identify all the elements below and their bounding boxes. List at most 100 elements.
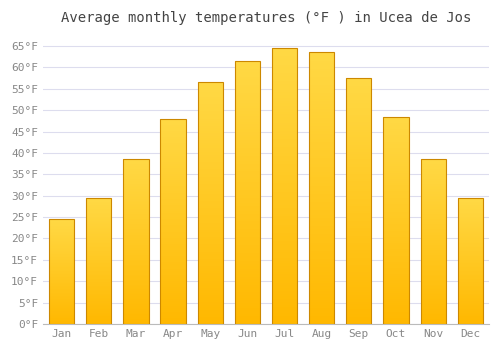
- Bar: [272, 156, 297, 159]
- Bar: [160, 314, 186, 316]
- Bar: [272, 233, 297, 236]
- Bar: [234, 266, 260, 269]
- Bar: [86, 209, 112, 210]
- Bar: [49, 282, 74, 283]
- Bar: [309, 172, 334, 175]
- Bar: [272, 228, 297, 230]
- Bar: [123, 164, 148, 166]
- Bar: [458, 204, 483, 205]
- Bar: [309, 79, 334, 82]
- Bar: [160, 176, 186, 178]
- Bar: [384, 312, 408, 314]
- Bar: [272, 255, 297, 258]
- Bar: [123, 286, 148, 288]
- Bar: [272, 205, 297, 208]
- Bar: [346, 181, 372, 184]
- Bar: [86, 265, 112, 266]
- Bar: [234, 187, 260, 190]
- Bar: [272, 222, 297, 225]
- Bar: [458, 258, 483, 260]
- Bar: [49, 308, 74, 309]
- Bar: [49, 274, 74, 275]
- Bar: [346, 226, 372, 228]
- Bar: [160, 268, 186, 271]
- Bar: [123, 243, 148, 245]
- Bar: [309, 145, 334, 147]
- Bar: [49, 271, 74, 272]
- Bar: [123, 258, 148, 260]
- Bar: [86, 203, 112, 204]
- Bar: [458, 319, 483, 320]
- Bar: [234, 308, 260, 311]
- Bar: [86, 243, 112, 245]
- Bar: [49, 322, 74, 323]
- Bar: [160, 152, 186, 154]
- Bar: [309, 128, 334, 131]
- Bar: [49, 300, 74, 301]
- Bar: [86, 242, 112, 243]
- Bar: [346, 312, 372, 314]
- Bar: [384, 146, 408, 148]
- Bar: [160, 205, 186, 207]
- Bar: [123, 192, 148, 194]
- Bar: [384, 307, 408, 309]
- Bar: [198, 271, 223, 273]
- Bar: [346, 167, 372, 169]
- Bar: [309, 234, 334, 237]
- Bar: [384, 314, 408, 316]
- Bar: [86, 202, 112, 203]
- Bar: [420, 245, 446, 247]
- Bar: [86, 305, 112, 306]
- Bar: [86, 295, 112, 296]
- Bar: [160, 119, 186, 121]
- Bar: [198, 194, 223, 196]
- Bar: [198, 198, 223, 201]
- Bar: [198, 215, 223, 218]
- Bar: [160, 248, 186, 250]
- Bar: [420, 260, 446, 261]
- Bar: [346, 85, 372, 88]
- Bar: [272, 70, 297, 73]
- Bar: [384, 249, 408, 251]
- Bar: [346, 78, 372, 80]
- Bar: [198, 254, 223, 256]
- Bar: [309, 159, 334, 161]
- Bar: [309, 297, 334, 300]
- Bar: [86, 223, 112, 224]
- Bar: [49, 252, 74, 253]
- Bar: [49, 251, 74, 252]
- Bar: [420, 204, 446, 205]
- Bar: [160, 316, 186, 318]
- Bar: [420, 268, 446, 270]
- Bar: [458, 226, 483, 227]
- Bar: [272, 244, 297, 247]
- Bar: [49, 288, 74, 289]
- Bar: [384, 170, 408, 173]
- Bar: [458, 315, 483, 316]
- Bar: [160, 256, 186, 258]
- Bar: [86, 231, 112, 232]
- Bar: [123, 227, 148, 229]
- Bar: [86, 241, 112, 242]
- Bar: [272, 48, 297, 51]
- Bar: [123, 215, 148, 217]
- Bar: [198, 97, 223, 99]
- Bar: [346, 93, 372, 95]
- Bar: [234, 290, 260, 293]
- Bar: [198, 150, 223, 153]
- Bar: [384, 301, 408, 303]
- Bar: [346, 132, 372, 135]
- Bar: [86, 250, 112, 251]
- Bar: [160, 193, 186, 195]
- Bar: [123, 201, 148, 202]
- Bar: [86, 290, 112, 291]
- Bar: [384, 237, 408, 239]
- Bar: [458, 312, 483, 313]
- Bar: [123, 204, 148, 205]
- Bar: [272, 236, 297, 238]
- Bar: [160, 162, 186, 164]
- Bar: [346, 245, 372, 248]
- Bar: [160, 213, 186, 215]
- Bar: [384, 214, 408, 216]
- Bar: [420, 285, 446, 286]
